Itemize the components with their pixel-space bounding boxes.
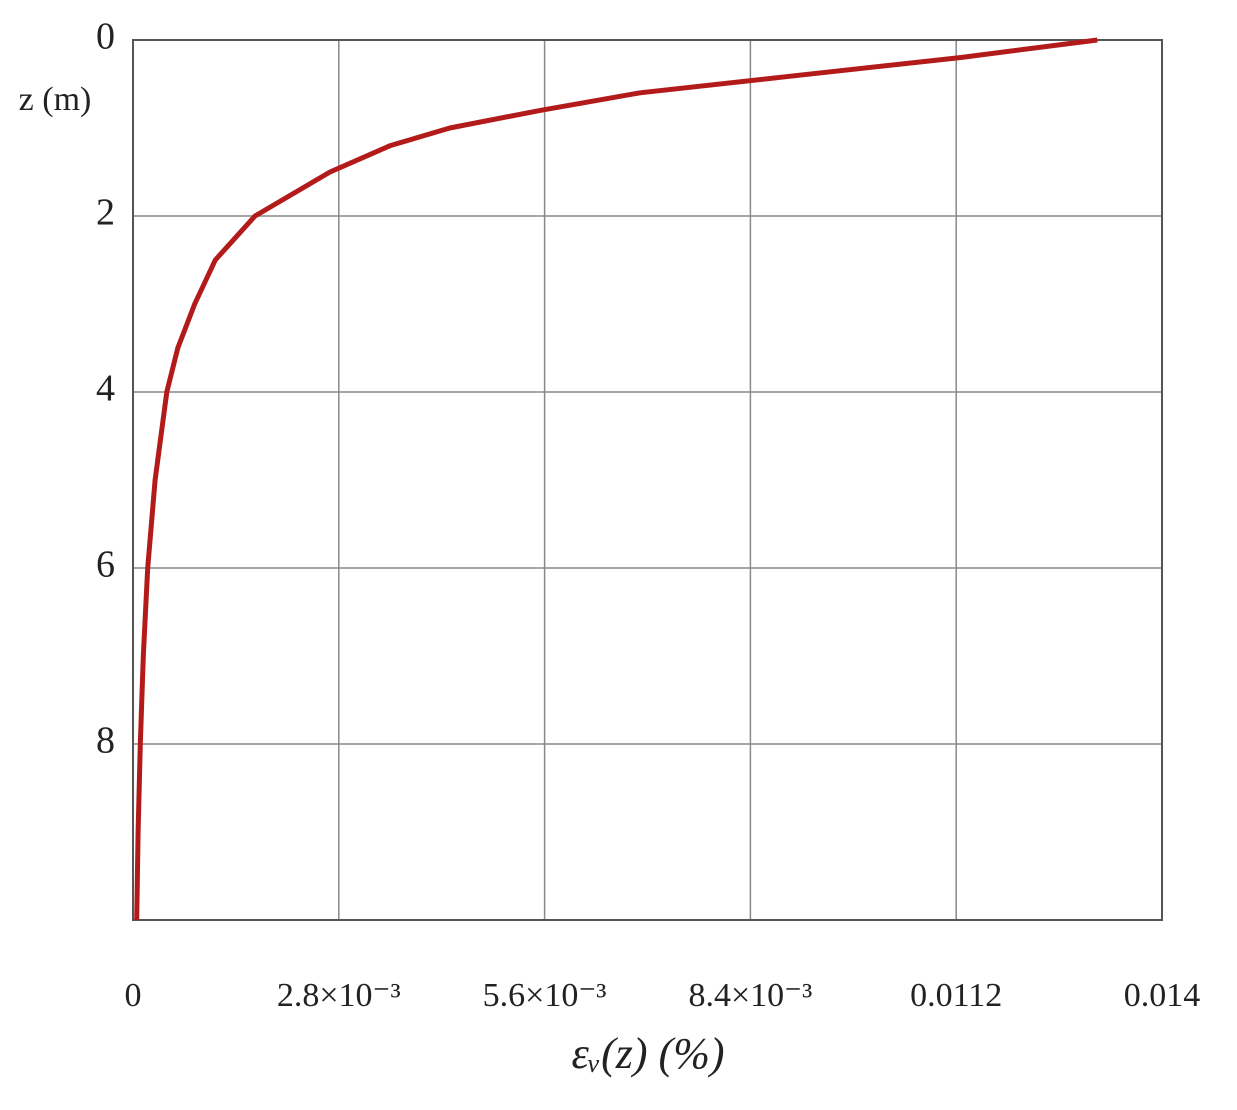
x-tick-label: 5.6×10⁻³ (483, 977, 607, 1014)
y-axis-label: z (m) (19, 81, 92, 118)
x-tick-label: 0.014 (1124, 977, 1201, 1014)
x-tick-label: 0 (125, 977, 142, 1014)
x-tick-label: 8.4×10⁻³ (688, 977, 812, 1014)
y-tick-label: 0 (96, 16, 115, 58)
y-tick-label: 2 (96, 192, 115, 234)
x-tick-label: 0.0112 (910, 977, 1002, 1014)
x-tick-label: 2.8×10⁻³ (277, 977, 401, 1014)
plot-frame (132, 39, 1163, 921)
data-line (134, 37, 1098, 921)
y-tick-label: 4 (96, 368, 115, 410)
y-tick-label: 6 (96, 544, 115, 586)
y-tick-label: 8 (96, 720, 115, 762)
x-axis-label: εᵥ(z) (%) (571, 1029, 724, 1078)
